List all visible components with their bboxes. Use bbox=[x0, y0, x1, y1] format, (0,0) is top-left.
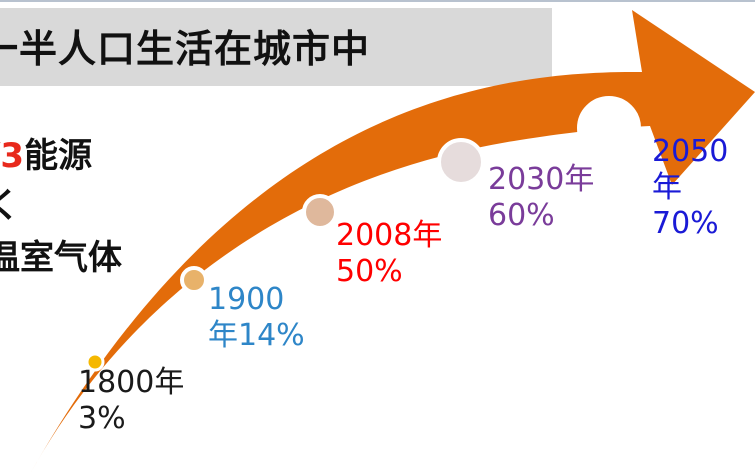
milestone-label-2008: 2008年 50% bbox=[336, 218, 442, 290]
bullet-energy-text: 能源 bbox=[24, 136, 93, 176]
milestone-percent-2030: 60% bbox=[488, 198, 555, 233]
milestone-year-2008: 2008年 bbox=[336, 218, 443, 253]
milestone-percent-1800: 3% bbox=[78, 401, 126, 436]
milestone-label-2050: 2050 年 70% bbox=[652, 134, 728, 242]
milestone-year-2030: 2030年 bbox=[488, 162, 595, 197]
slide-top-border bbox=[0, 0, 755, 2]
growth-arrow-body bbox=[30, 10, 755, 474]
bullet-energy-accent: /3 bbox=[0, 136, 25, 176]
milestone-dot-2008 bbox=[302, 194, 338, 230]
bullet-energy: /3能源 bbox=[0, 128, 92, 177]
title-bar bbox=[0, 8, 552, 86]
bullet-line2: く bbox=[0, 186, 20, 226]
milestone-percent-1900: 年14% bbox=[208, 318, 305, 353]
milestone-dot-2030 bbox=[437, 138, 485, 186]
milestone-dot-1900 bbox=[180, 266, 208, 294]
milestone-dot-1800 bbox=[85, 352, 105, 372]
milestone-label-1900: 1900 年14% bbox=[208, 282, 305, 354]
milestone-dot-2050 bbox=[577, 96, 641, 160]
slide-title: 一半人口生活在城市中 bbox=[0, 27, 371, 71]
milestone-percent-2008: 50% bbox=[336, 254, 403, 289]
milestone-label-2030: 2030年 60% bbox=[488, 162, 594, 234]
bullet-greenhouse-gas: 温室气体 bbox=[0, 238, 122, 278]
milestone-percent-2050-line2: 70% bbox=[652, 206, 719, 241]
milestone-label-1800: 1800年 3% bbox=[78, 365, 184, 437]
milestone-year-1800: 1800年 bbox=[78, 365, 185, 400]
milestone-year-2050: 2050 bbox=[652, 134, 729, 169]
milestone-percent-2050-line1: 年 bbox=[652, 170, 682, 205]
milestone-year-1900: 1900 bbox=[208, 282, 285, 317]
